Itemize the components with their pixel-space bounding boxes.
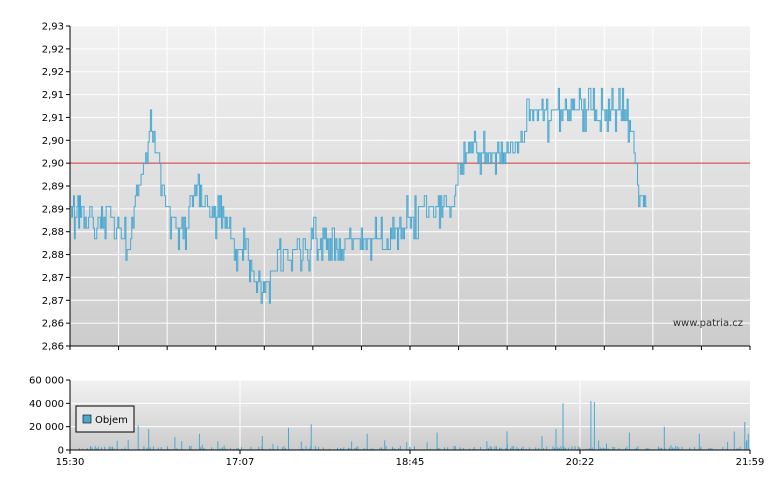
price-y-tick-label: 2,89: [42, 182, 64, 193]
price-y-tick-label: 2,91: [42, 113, 64, 124]
volume-y-tick-label: 0: [58, 446, 64, 457]
x-tick-label: 15:30: [56, 457, 85, 468]
price-y-tick-label: 2,89: [42, 204, 64, 215]
price-x-ticks: [69, 346, 751, 350]
volume-x-ticks: 15:30 17:07 18:45 20:22 21:59: [56, 450, 765, 468]
x-tick-label: 20:22: [566, 457, 595, 468]
volume-y-tick-label: 20 000: [29, 422, 64, 433]
x-tick-label: 21:59: [736, 457, 765, 468]
price-y-tick-label: 2,92: [42, 67, 64, 78]
price-y-tick-label: 2,93: [42, 22, 64, 33]
x-tick-label: 17:07: [226, 457, 255, 468]
legend-label: Objem: [95, 415, 128, 426]
x-tick-label: 18:45: [396, 457, 425, 468]
price-y-tick-label: 2,88: [42, 250, 64, 261]
price-y-tick-label: 2,92: [42, 44, 64, 55]
price-y-tick-label: 2,87: [42, 296, 64, 307]
volume-legend: Objem: [75, 405, 135, 433]
volume-y-tick-label: 40 000: [29, 399, 64, 410]
legend-swatch: [82, 414, 92, 424]
price-y-tick-label: 2,88: [42, 227, 64, 238]
price-y-ticks: 2,86 2,86 2,87 2,87 2,88 2,88 2,89 2,89 2,90 2,90…: [42, 22, 70, 353]
volume-gridlines: [70, 379, 750, 450]
price-y-tick-label: 2,90: [42, 159, 64, 170]
price-y-tick-label: 2,91: [42, 90, 64, 101]
price-y-tick-label: 2,86: [42, 319, 64, 330]
price-y-tick-label: 2,87: [42, 273, 64, 284]
price-y-tick-label: 2,86: [42, 342, 64, 353]
price-series-line: [70, 87, 647, 304]
watermark: www.patria.cz: [673, 318, 743, 329]
volume-y-tick-label: 60 000: [29, 376, 64, 387]
volume-y-ticks: 0 20 000 40 000 60 000: [29, 376, 70, 457]
price-y-tick-label: 2,90: [42, 136, 64, 147]
